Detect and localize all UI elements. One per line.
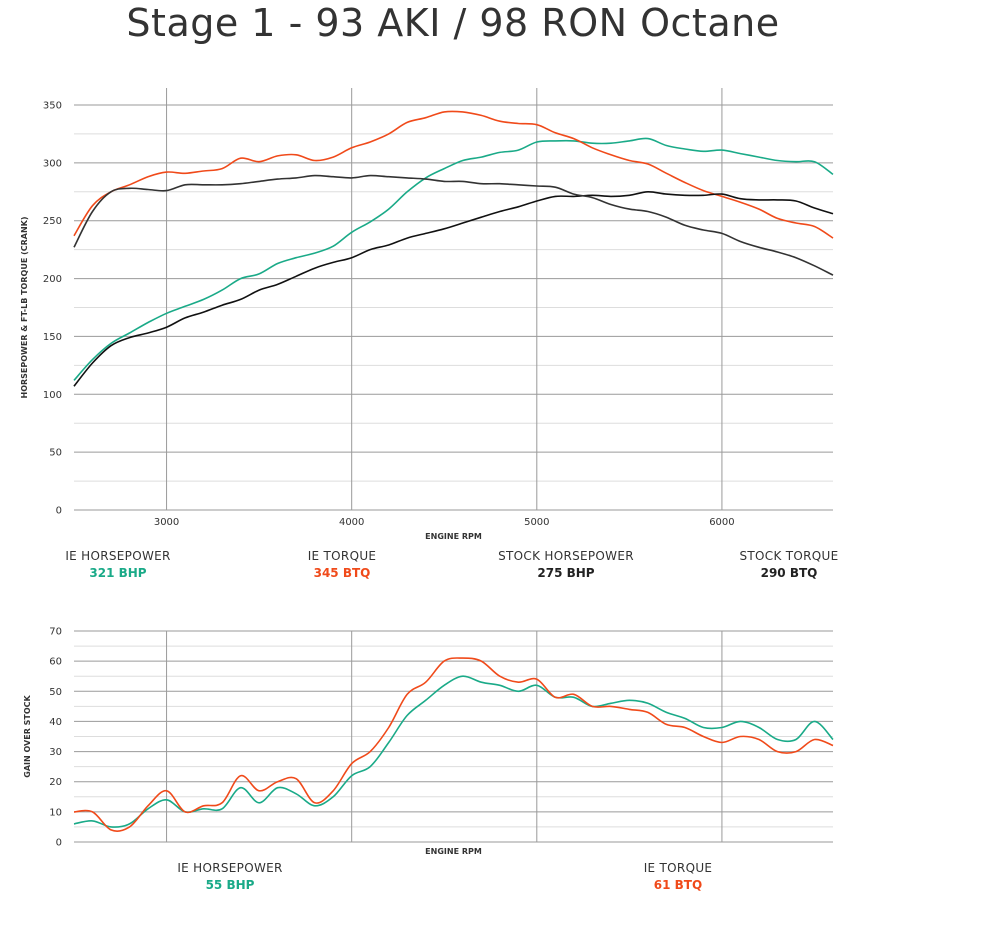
power-y-tick-label: 200: [43, 274, 62, 285]
power-x-tick-label: 5000: [524, 517, 549, 528]
legend-gain-hp: IE HORSEPOWER 55 BHP: [150, 861, 310, 892]
power-y-tick-label: 100: [43, 390, 62, 401]
power-y-axis-label: HORSEPOWER & FT-LB TORQUE (CRANK): [20, 217, 29, 399]
gain-series-ie-torque: [73, 657, 834, 832]
power-series-stock-horsepower: [73, 190, 834, 387]
page-title: Stage 1 - 93 AKI / 98 RON Octane: [126, 1, 780, 45]
power-x-tick-label: 3000: [154, 517, 179, 528]
power-y-tick-label: 150: [43, 332, 62, 343]
gain-y-tick-label: 30: [49, 747, 62, 758]
power-y-tick-label: 0: [56, 506, 62, 517]
power-x-tick-label: 4000: [339, 517, 364, 528]
legend-ie-tq: IE TORQUE 345 BTQ: [262, 549, 422, 580]
legend-stock-tq: STOCK TORQUE 290 BTQ: [709, 549, 869, 580]
legend-stock-hp-value: 275 BHP: [537, 566, 595, 580]
gain-y-axis-label: GAIN OVER STOCK: [23, 694, 32, 777]
power-x-axis-label: ENGINE RPM: [425, 532, 482, 541]
gain-y-tick-label: 20: [49, 777, 62, 788]
gain-y-tick-label: 60: [49, 657, 62, 668]
legend-stock-tq-value: 290 BTQ: [760, 566, 818, 580]
legend-stock-hp: STOCK HORSEPOWER 275 BHP: [486, 549, 646, 580]
legend-gain-tq: IE TORQUE 61 BTQ: [598, 861, 758, 892]
legend-gain-hp-value: 55 BHP: [205, 878, 255, 892]
gain-y-tick-label: 40: [49, 717, 62, 728]
gain-y-tick-label: 10: [49, 807, 62, 818]
gain-y-tick-label: 0: [56, 838, 62, 849]
power-y-tick-label: 350: [43, 101, 62, 112]
gain-series-ie-horsepower: [73, 675, 834, 828]
legend-ie-tq-label: IE TORQUE: [307, 549, 377, 563]
power-series-stock-torque: [73, 174, 834, 276]
power-x-tick-label: 6000: [709, 517, 734, 528]
power-y-tick-label: 300: [43, 158, 62, 169]
gain-y-tick-label: 50: [49, 687, 62, 698]
legend-ie-hp-value: 321 BHP: [89, 566, 147, 580]
gain-y-tick-label: 70: [49, 627, 62, 638]
legend-ie-tq-value: 345 BTQ: [313, 566, 371, 580]
power-y-tick-label: 250: [43, 216, 62, 227]
legend-gain-tq-value: 61 BTQ: [653, 878, 703, 892]
legend-ie-hp-label: IE HORSEPOWER: [65, 549, 171, 563]
legend-gain-tq-label: IE TORQUE: [643, 861, 713, 875]
power-series-ie-torque: [73, 110, 834, 239]
power-y-tick-label: 50: [49, 448, 62, 459]
legend-gain-hp-label: IE HORSEPOWER: [177, 861, 283, 875]
legend-ie-hp: IE HORSEPOWER 321 BHP: [38, 549, 198, 580]
legend-stock-tq-label: STOCK TORQUE: [739, 549, 839, 563]
legend-stock-hp-label: STOCK HORSEPOWER: [498, 549, 634, 563]
power-chart: 0 50 100 150 200 250 300 350 3000 4000 5000 6000 ENG…: [20, 88, 834, 541]
power-series-ie-horsepower: [73, 137, 834, 381]
gain-chart: 0 10 20 30 40 50 60 70 ENGINE RPM GAIN OVER STOCK: [23, 627, 834, 856]
gain-x-axis-label: ENGINE RPM: [425, 847, 482, 856]
